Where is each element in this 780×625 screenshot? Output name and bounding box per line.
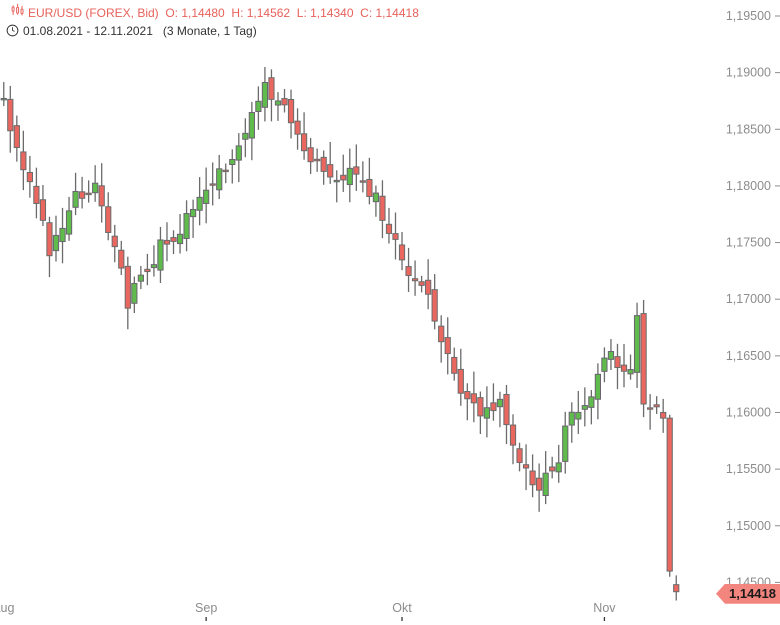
svg-text:Nov: Nov — [593, 601, 616, 615]
svg-text:1,16500: 1,16500 — [726, 349, 771, 363]
svg-text:1,19500: 1,19500 — [726, 9, 771, 23]
svg-text:1,15000: 1,15000 — [726, 519, 771, 533]
svg-text:Okt: Okt — [392, 601, 412, 615]
svg-text:1,15500: 1,15500 — [726, 462, 771, 476]
svg-text:Sep: Sep — [195, 601, 217, 615]
svg-text:1,16000: 1,16000 — [726, 405, 771, 419]
svg-text:1,19000: 1,19000 — [726, 66, 771, 80]
svg-text:1,17000: 1,17000 — [726, 292, 771, 306]
svg-text:Aug: Aug — [0, 601, 14, 615]
svg-text:1,17500: 1,17500 — [726, 236, 771, 250]
svg-text:1,18000: 1,18000 — [726, 179, 771, 193]
svg-text:1,18500: 1,18500 — [726, 122, 771, 136]
